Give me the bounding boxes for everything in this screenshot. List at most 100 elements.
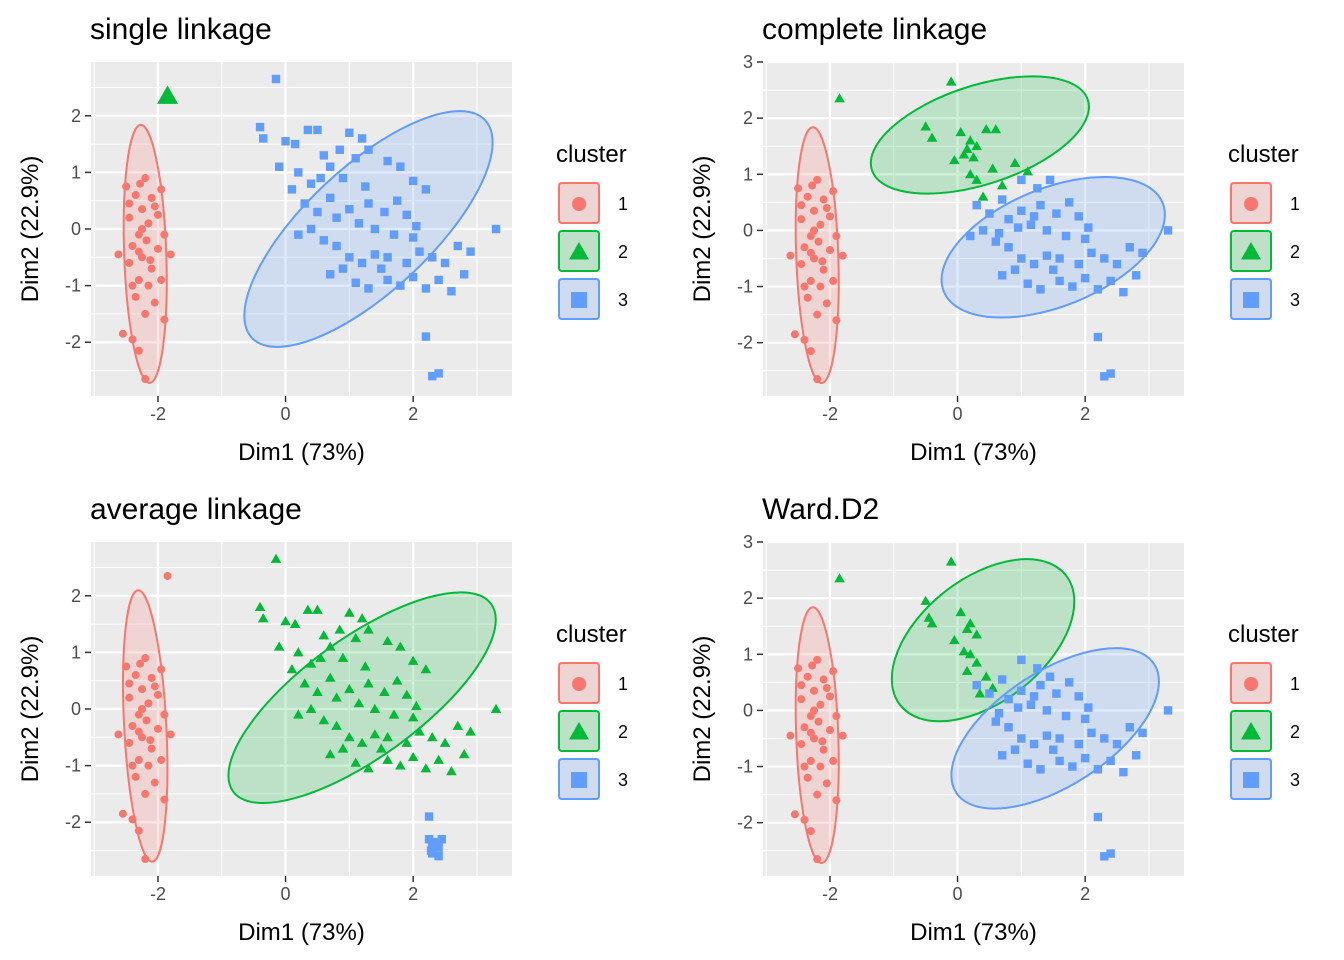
cluster-3-point — [459, 270, 469, 279]
cluster-1-point — [800, 815, 809, 824]
cluster-3-point — [1033, 664, 1042, 673]
cluster-3-point — [972, 200, 981, 210]
cluster-2-point — [305, 703, 317, 713]
cluster-1-point — [141, 855, 150, 864]
cluster-3-point — [1052, 689, 1061, 698]
cluster-1-point — [147, 264, 156, 273]
cluster-1-point — [153, 724, 162, 733]
cluster-3-point — [1042, 251, 1052, 260]
cluster-1-point — [131, 191, 140, 200]
cluster-2-point — [407, 751, 419, 762]
cluster-3-point — [994, 229, 1004, 238]
cluster-1-point — [138, 705, 147, 713]
cluster-1-point — [128, 815, 137, 824]
cluster-1-point — [128, 241, 137, 250]
cluster-3-point — [1033, 184, 1042, 193]
cluster-2-point — [926, 132, 938, 142]
cluster-3-point — [985, 689, 994, 698]
legend-key-1: 1 — [558, 662, 628, 704]
cluster-3-point — [294, 168, 303, 177]
plot-title: average linkage — [90, 493, 302, 526]
cluster-3-point — [392, 196, 402, 205]
cluster-2-point — [834, 573, 845, 583]
cluster-3-point — [1004, 694, 1013, 704]
data-points — [114, 74, 501, 384]
cluster-3-point — [1100, 372, 1109, 381]
cluster-2-point — [965, 169, 976, 179]
cluster-3-point — [1100, 734, 1109, 743]
cluster-1-point — [829, 667, 838, 676]
cluster-2-point — [401, 737, 412, 747]
plot-title: complete linkage — [762, 13, 987, 46]
cluster-3-point — [1119, 767, 1128, 777]
cluster-3-point — [357, 134, 367, 143]
cluster-2-point — [987, 163, 998, 173]
cluster-3-point — [1042, 731, 1052, 740]
cluster-1-point — [816, 762, 825, 771]
cluster-3-point — [434, 275, 443, 285]
cluster-1-point — [794, 184, 803, 193]
cluster-1-point — [141, 174, 150, 183]
cluster-3-point — [434, 851, 443, 861]
x-tick-label: 2 — [408, 404, 418, 424]
cluster-1-point — [144, 219, 153, 228]
cluster-2-point — [407, 712, 419, 722]
cluster-3-point — [1084, 223, 1093, 232]
cluster-3-point — [998, 271, 1007, 280]
cluster-2-point — [977, 191, 989, 201]
cluster-2-point — [286, 664, 298, 674]
cluster-3-point — [1049, 265, 1058, 274]
cluster-2-point — [318, 630, 330, 640]
cluster-3-point — [1138, 728, 1147, 738]
cluster-1-point — [813, 310, 822, 319]
cluster-3-point — [380, 207, 389, 217]
cluster-2-point — [344, 607, 355, 617]
cluster-3-point — [1112, 259, 1122, 269]
cluster-1-point — [150, 682, 159, 691]
cluster-3-point — [994, 709, 1004, 718]
legend-label: 3 — [618, 290, 628, 310]
cluster-2-point — [350, 632, 361, 643]
y-tick-label: -2 — [737, 813, 753, 833]
y-tick-label: -1 — [65, 276, 81, 296]
cluster-2-point — [356, 613, 368, 623]
cluster-2-point — [427, 732, 438, 742]
cluster-3-point — [255, 122, 265, 132]
cluster-2-point — [968, 152, 979, 162]
cluster-1-point — [114, 730, 123, 739]
cluster-3-point — [1093, 332, 1103, 342]
cluster-1-point — [806, 756, 815, 765]
cluster-2-point — [382, 635, 393, 646]
cluster-2-point — [382, 732, 393, 742]
cluster-2-point — [945, 76, 957, 86]
cluster-3-point — [412, 221, 421, 231]
cluster-3-point — [1026, 700, 1036, 709]
cluster-3-point — [345, 128, 354, 137]
y-tick-label: 1 — [71, 642, 81, 662]
cluster-3-point — [389, 230, 399, 239]
cluster-2-point — [369, 729, 381, 739]
cluster-1-point — [166, 250, 175, 259]
cluster-2-point — [971, 657, 982, 667]
y-tick-label: -1 — [65, 756, 81, 776]
cluster-3-point — [354, 219, 364, 228]
cluster-3-point — [332, 213, 341, 222]
facet-3: average linkage -2 0 2 -2 -1 0 1 2 Dim1 (73%) Dim2… — [17, 493, 628, 946]
legend-label: 3 — [618, 770, 628, 790]
cluster-3-point — [1093, 285, 1103, 294]
cluster-3-point — [978, 226, 988, 235]
cluster-3-point — [1052, 209, 1061, 218]
cluster-2-point — [299, 678, 310, 688]
cluster-3-point — [1106, 369, 1115, 378]
y-tick-label: 2 — [743, 588, 753, 608]
cluster-2-point — [974, 688, 986, 698]
cluster-1-point — [797, 740, 806, 749]
cluster-2-point — [157, 85, 179, 104]
cluster-3-point — [1084, 703, 1093, 712]
cluster-1-point — [141, 375, 150, 384]
cluster-2-point — [446, 766, 457, 776]
cluster-1-point — [131, 292, 140, 301]
cluster-3-point — [453, 241, 462, 251]
cluster-2-point — [324, 641, 336, 651]
cluster-3-point — [1100, 254, 1109, 263]
